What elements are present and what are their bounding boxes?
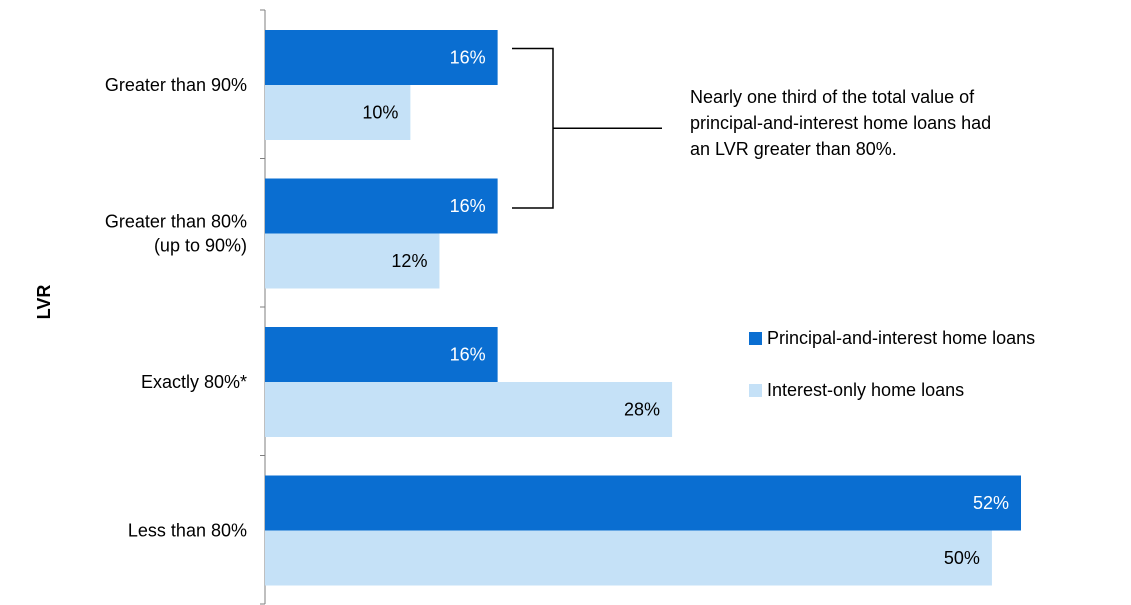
- category-label: Greater than 80%: [105, 212, 247, 232]
- category-label: Greater than 90%: [105, 75, 247, 95]
- data-label: 52%: [973, 493, 1009, 513]
- y-axis-title: LVR: [34, 285, 54, 320]
- legend-swatch: [749, 384, 762, 397]
- bars-layer: 16% 10% 16% 12% 16% 28% 52% 50%: [265, 30, 1021, 586]
- bar: [265, 233, 440, 289]
- bar: [265, 530, 992, 586]
- annotation-bracket: [512, 47, 662, 209]
- data-label: 10%: [362, 103, 398, 123]
- bar: [265, 30, 498, 85]
- annotation: Nearly one third of the total value of pr…: [512, 47, 991, 209]
- data-label: 50%: [944, 548, 980, 568]
- data-label: 16%: [450, 48, 486, 68]
- bar: [265, 475, 1021, 531]
- bar: [265, 85, 411, 140]
- data-label: 16%: [450, 345, 486, 365]
- data-label: 12%: [391, 251, 427, 271]
- data-label: 16%: [450, 196, 486, 216]
- annotation-text: an LVR greater than 80%.: [690, 139, 897, 159]
- axis-layer: [260, 9, 266, 605]
- bar: [265, 382, 673, 437]
- legend-label: Principal-and-interest home loans: [767, 328, 1035, 348]
- category-label: Exactly 80%*: [141, 372, 247, 392]
- category-label: (up to 90%): [154, 236, 247, 256]
- bar: [265, 178, 498, 234]
- bar: [265, 327, 498, 382]
- legend-swatch: [749, 332, 762, 345]
- annotation-text: Nearly one third of the total value of: [690, 87, 975, 107]
- category-labels: Greater than 90% Greater than 80% (up to 9…: [105, 75, 247, 541]
- data-label: 28%: [624, 400, 660, 420]
- category-label: Less than 80%: [128, 521, 247, 541]
- legend: Principal-and-interest home loans Interes…: [749, 328, 1035, 400]
- annotation-text: principal-and-interest home loans had: [690, 113, 991, 133]
- legend-label: Interest-only home loans: [767, 380, 964, 400]
